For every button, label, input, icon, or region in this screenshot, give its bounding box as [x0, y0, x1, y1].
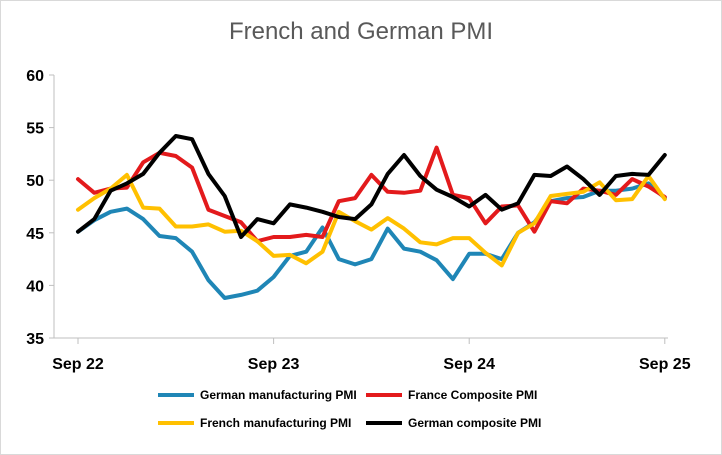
series-line-3: [76, 134, 667, 239]
x-tick-label: Sep 25: [639, 356, 691, 373]
y-tick-label: 50: [26, 173, 44, 190]
chart-title: French and German PMI: [228, 18, 494, 45]
series-line-0: [76, 181, 667, 300]
y-tick-label: 45: [26, 226, 44, 243]
y-tick-label: 55: [26, 121, 44, 138]
x-tick-label: Sep 24: [443, 356, 495, 373]
x-tick-label: Sep 22: [52, 356, 104, 373]
y-tick-label: 40: [26, 278, 44, 295]
x-tick-label: Sep 23: [248, 356, 300, 373]
y-tick-label: 35: [26, 331, 44, 348]
y-tick-label: 60: [26, 68, 44, 85]
series-line-2: [76, 172, 667, 268]
series-line-1: [76, 145, 667, 244]
